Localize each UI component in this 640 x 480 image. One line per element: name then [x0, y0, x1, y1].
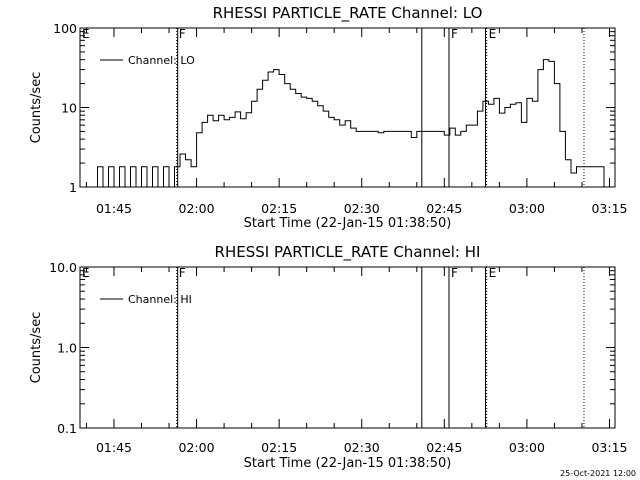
x-tick-label: 03:00: [509, 201, 545, 216]
y-axis-label: Counts/sec: [29, 72, 44, 144]
x-tick-label: 02:15: [261, 440, 297, 455]
y-tick-label: 10.0: [49, 260, 77, 275]
series-line-lo: [91, 59, 610, 188]
footer-timestamp: 25-Oct-2021 12:00: [560, 469, 636, 478]
x-tick-label: 02:45: [426, 440, 462, 455]
x-tick-label: 03:15: [591, 201, 627, 216]
flag-label: E: [82, 266, 90, 280]
x-tick-label: 02:30: [344, 440, 380, 455]
y-tick-label: 1: [69, 180, 77, 195]
x-tick-label: 01:45: [96, 440, 132, 455]
x-tick-label: 03:15: [591, 440, 627, 455]
x-tick-label: 02:00: [179, 440, 215, 455]
x-tick-label: 02:00: [179, 201, 215, 216]
x-tick-label: 02:30: [344, 201, 380, 216]
flag-label: F: [179, 266, 186, 280]
x-tick-label: 02:15: [261, 201, 297, 216]
chart-panel-hi: RHESSI PARTICLE_RATE Channel: HI Counts/s…: [29, 243, 628, 471]
legend-label: Channel: HI: [128, 293, 192, 306]
flag-label: F: [451, 27, 458, 41]
flag-label: F: [179, 27, 186, 41]
y-tick-label: 0.1: [57, 421, 77, 436]
plot-frame: [79, 27, 616, 188]
x-tick-label: 01:45: [96, 201, 132, 216]
legend-label: Channel: LO: [128, 54, 195, 67]
y-tick-label: 10: [61, 101, 77, 116]
flag-label: E: [489, 266, 497, 280]
flag-label: E: [82, 27, 90, 41]
x-tick-label: 02:45: [426, 201, 462, 216]
chart-title: RHESSI PARTICLE_RATE Channel: HI: [215, 243, 481, 262]
flag-label: F: [451, 266, 458, 280]
y-axis-label: Counts/sec: [29, 312, 44, 384]
y-tick-label: 1.0: [57, 341, 77, 356]
x-axis-label: Start Time (22-Jan-15 01:38:50): [244, 216, 452, 231]
x-axis-label: Start Time (22-Jan-15 01:38:50): [244, 456, 452, 471]
chart-title: RHESSI PARTICLE_RATE Channel: LO: [213, 4, 483, 23]
x-tick-label: 03:00: [509, 440, 545, 455]
chart-panel-lo: RHESSI PARTICLE_RATE Channel: LO Counts/s…: [29, 4, 628, 231]
plot-frame: [79, 266, 616, 429]
flag-label: E: [489, 27, 497, 41]
y-tick-label: 100: [53, 21, 77, 36]
